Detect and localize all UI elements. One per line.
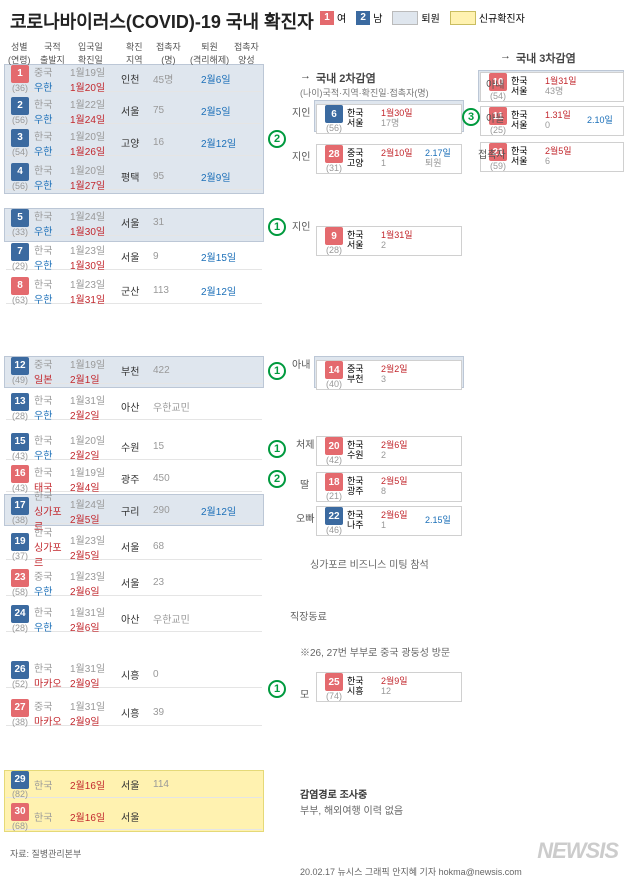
table-row: 19(37)한국싱가포르1월23일2월5일서울68 — [6, 534, 262, 560]
patient-badge: 5 — [11, 209, 29, 227]
hdr-5: 퇴원 (격리해제) — [190, 40, 229, 66]
table-row: 13(28)한국우한1월31일2월2일아산우한교민 — [6, 394, 262, 420]
table-row: 2(56)한국우한1월22일1월24일서울752월5일 — [6, 98, 262, 124]
step-1b: 1 — [268, 362, 286, 380]
rel-11: 접촉자 — [478, 146, 506, 161]
secondary-row: 25(74)한국시흥2월9일12 — [316, 672, 462, 702]
patient-badge: 12 — [11, 357, 29, 375]
hdr-6: 접촉자 양성 — [234, 40, 259, 66]
note-coworker: 직장동료 — [290, 608, 327, 623]
hdr-2: 입국일 확진일 — [78, 40, 103, 66]
infographic-canvas: { "title": "코로나바이러스(COVID)-19 국내 확진자", "… — [0, 0, 630, 886]
section2-title: 국내 2차감염 — [316, 70, 376, 86]
step-1a: 1 — [268, 218, 286, 236]
patient-badge: 24 — [11, 605, 29, 623]
patient-badge: 7 — [11, 243, 29, 261]
legend: 1여 2남 퇴원 신규확진자 — [320, 10, 525, 25]
patient-badge: 2 — [11, 97, 29, 115]
rel-5: 처제 — [296, 436, 314, 451]
source: 자료: 질병관리본부 — [10, 847, 81, 860]
patient-badge: 30 — [11, 803, 29, 821]
table-row: 26(52)한국마카오1월31일2월9일시흥0 — [6, 662, 262, 688]
secondary-row: 6(56)한국서울1월30일17명 — [316, 104, 462, 134]
table-row: 3(54)한국우한1월20일1월26일고양162월12일 — [6, 130, 262, 156]
secondary-row: 22(46)한국나주2월6일12.15일 — [316, 506, 462, 536]
patient-badge: 23 — [11, 569, 29, 587]
hdr-4: 접촉자 (명) — [156, 40, 181, 66]
rel-7: 오빠 — [296, 510, 314, 525]
rel-8: 모 — [300, 686, 309, 701]
rel-9: 아내 — [486, 76, 504, 91]
patient-badge: 1 — [11, 65, 29, 83]
note-singapore: 싱가포르 비즈니스 미팅 참석 — [310, 556, 429, 571]
table-row: 23(58)중국우한1월23일2월6일서울23 — [6, 570, 262, 596]
patient-badge: 15 — [11, 433, 29, 451]
table-row: 15(43)한국우한1월20일2월2일수원15 — [6, 434, 262, 460]
step-1c: 1 — [268, 440, 286, 458]
section3-arrow: → — [500, 50, 511, 62]
rel-10: 아들 — [486, 110, 504, 125]
legend-female-num: 1 — [320, 11, 334, 25]
patient-badge: 27 — [11, 699, 29, 717]
table-row: 4(56)한국우한1월20일1월27일평택952월9일 — [6, 164, 262, 190]
rel-3: 지인 — [292, 218, 310, 233]
patient-badge: 3 — [11, 129, 29, 147]
patient-badge: 4 — [11, 163, 29, 181]
section3-title: 국내 3차감염 — [516, 50, 576, 66]
legend-discharged-swatch — [392, 11, 418, 25]
rel-1: 지인 — [292, 104, 310, 119]
section2-sub: (나이)국적·지역·확진일·접촉자(명) — [300, 86, 429, 99]
patient-badge: 8 — [11, 277, 29, 295]
secondary-row: 28(31)중국고양2월10일12.17일퇴원 — [316, 144, 462, 174]
table-row: 5(33)한국우한1월24일1월30일서울31 — [6, 210, 262, 236]
patient-badge: 26 — [11, 661, 29, 679]
table-row: 27(38)중국마카오1월31일2월9일시흥39 — [6, 700, 262, 726]
table-row: 17(38)한국싱가포르1월24일2월5일구리2902월12일 — [6, 498, 262, 524]
patient-badge: 17 — [11, 497, 29, 515]
table-row: 1(36)중국우한1월19일1월20일인천45명2월6일 — [6, 66, 262, 92]
note-couple: ※26, 27번 부부로 중국 광둥성 방문 — [300, 644, 450, 659]
note-inv2: 부부, 해외여행 이력 없음 — [300, 802, 403, 817]
patient-badge: 29 — [11, 771, 29, 789]
secondary-row: 18(21)한국광주2월5일8 — [316, 472, 462, 502]
step-2a: 2 — [268, 130, 286, 148]
secondary-row: 20(42)한국수원2월6일2 — [316, 436, 462, 466]
patient-badge: 13 — [11, 393, 29, 411]
credit: 20.02.17 뉴시스 그래픽 안지혜 기자 hokma@newsis.com — [300, 865, 522, 878]
step-1d: 1 — [268, 680, 286, 698]
rel-2: 지인 — [292, 148, 310, 163]
secondary-row: 9(28)한국서울1월31일2 — [316, 226, 462, 256]
table-row: 29(82)한국2월16일서울114 — [6, 772, 262, 798]
table-row: 30(68)한국2월16일서울 — [6, 804, 262, 830]
secondary-row: 14(40)중국부천2월2일3 — [316, 360, 462, 390]
step-3: 3 — [462, 108, 480, 126]
hdr-1: 국적 출발지 — [40, 40, 65, 66]
page-title: 코로나바이러스(COVID)-19 국내 확진자 — [10, 8, 314, 34]
hdr-3: 확진 지역 — [126, 40, 143, 66]
rel-4: 아내 — [292, 356, 310, 371]
patient-badge: 16 — [11, 465, 29, 483]
section2-arrow: → — [300, 70, 311, 82]
note-inv1: 감염경로 조사중 — [300, 786, 367, 801]
step-2b: 2 — [268, 470, 286, 488]
legend-new-swatch — [450, 11, 476, 25]
rel-6: 딸 — [300, 476, 309, 491]
table-row: 24(28)한국우한1월31일2월6일아산우한교민 — [6, 606, 262, 632]
table-row: 7(29)한국우한1월23일1월30일서울92월15일 — [6, 244, 262, 270]
table-row: 8(63)한국우한1월23일1월31일군산1132월12일 — [6, 278, 262, 304]
table-row: 12(49)중국일본1월19일2월1일부천422 — [6, 358, 262, 384]
logo: NEWSIS — [537, 838, 618, 864]
legend-male-num: 2 — [356, 11, 370, 25]
hdr-0: 성별 (연령) — [8, 40, 31, 66]
patient-badge: 19 — [11, 533, 29, 551]
